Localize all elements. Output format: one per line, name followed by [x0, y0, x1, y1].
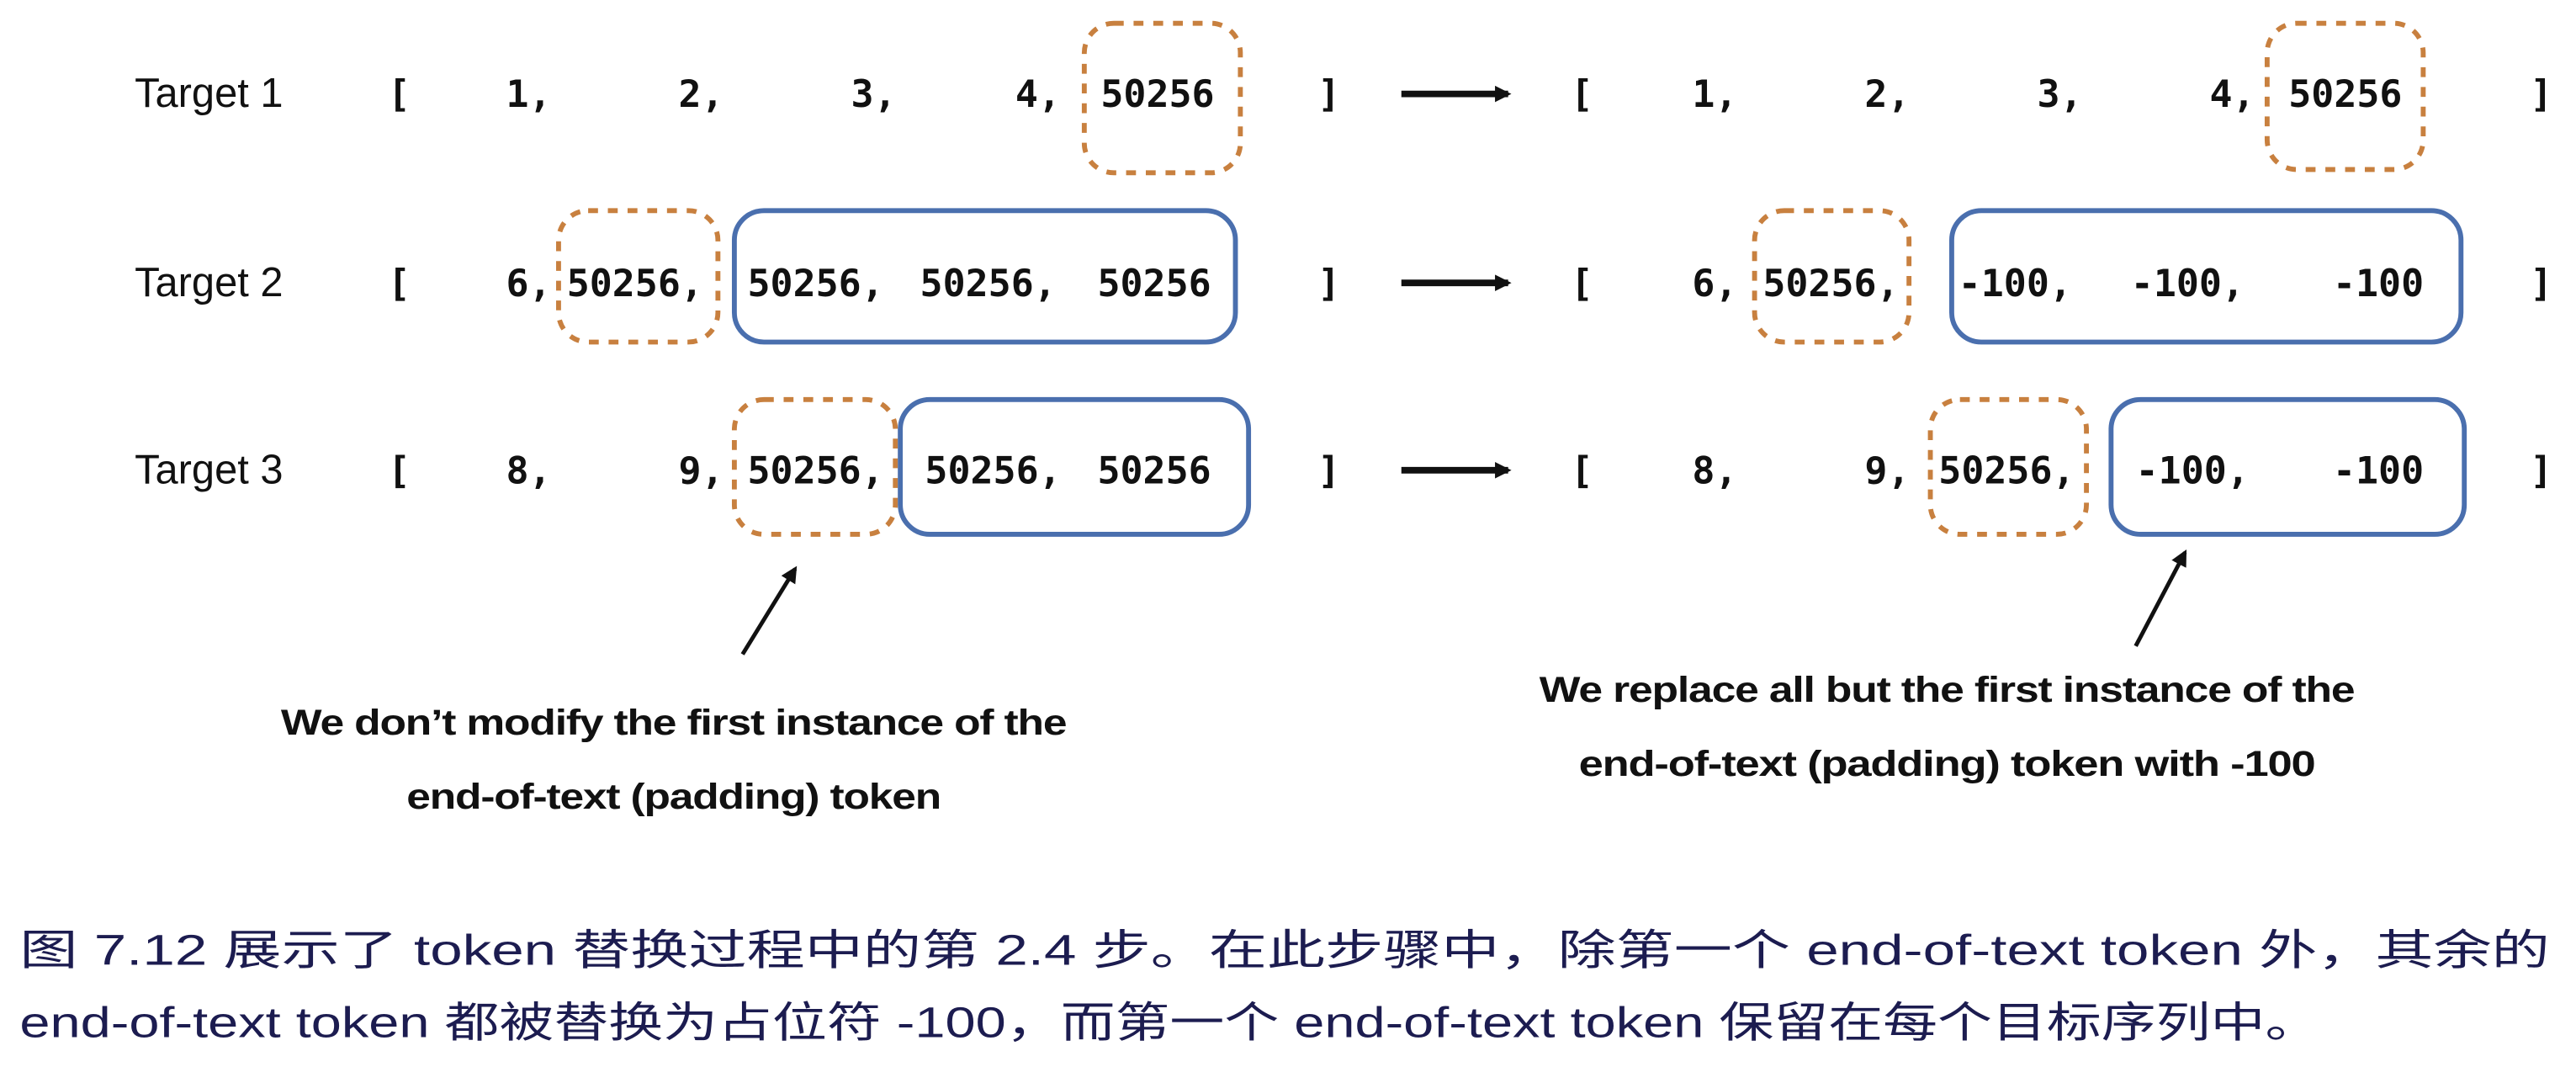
output-token: 3, — [2037, 72, 2082, 116]
output-token: 50256, — [1762, 261, 1899, 305]
callout-arrow-right — [2133, 549, 2187, 647]
open-bracket: [ — [1571, 261, 1593, 305]
row-label: Target 1 — [135, 71, 283, 116]
input-token: 4, — [1015, 72, 1061, 116]
input-token: 50256, — [920, 261, 1057, 305]
padding-tokens-box — [1949, 208, 2464, 345]
first-eot-dashed-box — [1927, 396, 2089, 537]
close-bracket: ] — [2530, 72, 2552, 116]
open-bracket: [ — [388, 72, 411, 116]
output-token: -100, — [2131, 261, 2245, 305]
output-token: -100 — [2333, 261, 2424, 305]
input-token: 50256 — [1097, 448, 1211, 492]
callout-left-line-1: We don’t modify the first instance of th… — [281, 703, 1067, 743]
open-bracket: [ — [388, 261, 411, 305]
close-bracket: ] — [2530, 261, 2552, 305]
open-bracket: [ — [388, 448, 411, 492]
close-bracket: ] — [1317, 261, 1340, 305]
close-bracket: ] — [1317, 448, 1340, 492]
input-token: 2, — [679, 72, 724, 116]
output-token: 8, — [1692, 448, 1737, 492]
output-token: -100 — [2333, 448, 2424, 492]
input-token: 50256 — [1097, 261, 1211, 305]
input-token: 6, — [506, 261, 551, 305]
input-token: 50256, — [748, 261, 884, 305]
callout-left-line-2: end-of-text (padding) token — [406, 777, 941, 817]
first-eot-dashed-box — [556, 208, 721, 345]
first-eot-dashed-box — [1081, 20, 1243, 176]
caption-line-1: 图 7.12 展示了 token 替换过程中的第 2.4 步。在此步骤中，除第一… — [19, 926, 2549, 974]
caption-line-2: end-of-text token 都被替换为占位符 -100，而第一个 end… — [19, 999, 2319, 1047]
open-bracket: [ — [1571, 72, 1593, 116]
output-token: 6, — [1692, 261, 1737, 305]
open-bracket: [ — [1571, 448, 1593, 492]
padding-tokens-box — [898, 396, 1252, 537]
callout-arrow-left — [740, 565, 798, 656]
output-token: 50256 — [2288, 72, 2402, 116]
input-token: 50256, — [748, 448, 884, 492]
row-label: Target 3 — [135, 447, 283, 492]
target-rows: Target 1 [] [] 1, 2, 3, 4, 50256 1, 2, 3, 4, 50256 Ta… — [135, 71, 2552, 492]
input-token: 3, — [851, 72, 897, 116]
output-token: -100, — [1959, 261, 2072, 305]
padding-tokens-box — [731, 208, 1238, 345]
output-token: 1, — [1692, 72, 1737, 116]
output-token: -100, — [2136, 448, 2250, 492]
input-token: 1, — [506, 72, 551, 116]
input-token: 50256, — [567, 261, 703, 305]
first-eot-dashed-box — [731, 396, 898, 537]
first-eot-dashed-box — [1752, 208, 1912, 345]
callout-right-line-2: end-of-text (padding) token with -100 — [1579, 744, 2315, 784]
output-token: 9, — [1864, 448, 1910, 492]
first-eot-dashed-box — [2264, 20, 2426, 173]
callout-right-line-1: We replace all but the first instance of… — [1540, 670, 2355, 710]
highlight-boxes — [556, 20, 2467, 537]
input-token: 9, — [679, 448, 724, 492]
input-token: 50256 — [1100, 72, 1214, 116]
output-token: 50256, — [1938, 448, 2075, 492]
input-token: 8, — [506, 448, 551, 492]
output-token: 2, — [1864, 72, 1910, 116]
close-bracket: ] — [2530, 448, 2552, 492]
close-bracket: ] — [1317, 72, 1340, 116]
padding-tokens-box — [2108, 396, 2467, 537]
input-token: 50256, — [925, 448, 1061, 492]
output-token: 4, — [2210, 72, 2255, 116]
row-label: Target 2 — [135, 260, 283, 305]
